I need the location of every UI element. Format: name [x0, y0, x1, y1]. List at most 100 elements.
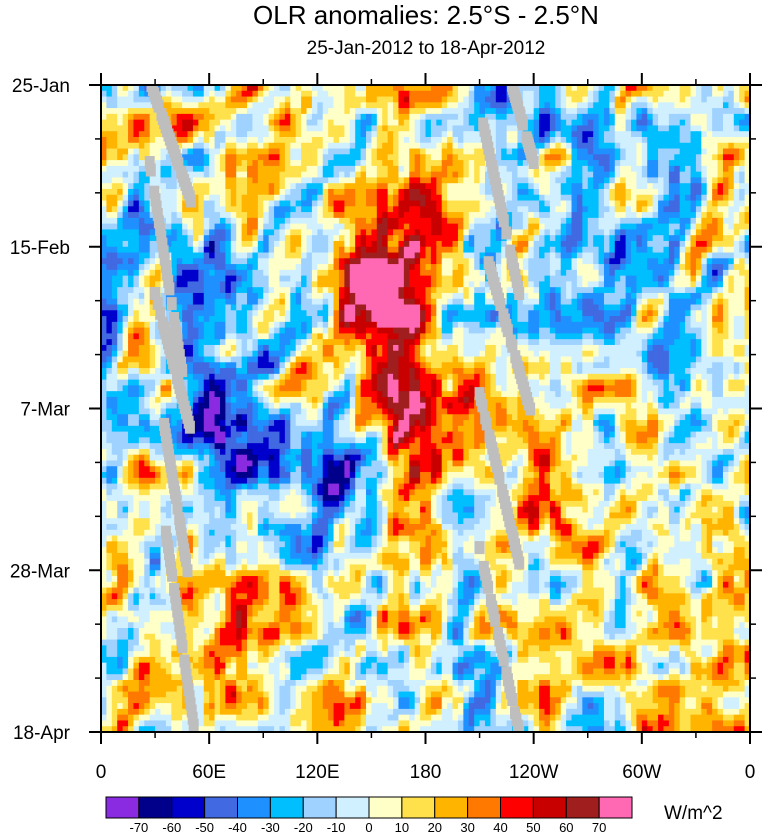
heat-cell [436, 235, 443, 242]
heat-cell [376, 136, 383, 144]
heat-cell [268, 154, 275, 161]
heat-cell [274, 142, 281, 150]
heat-cell [706, 298, 713, 306]
heat-cell [187, 217, 194, 225]
heat-cell [457, 316, 464, 323]
heat-cell [241, 113, 248, 121]
heat-cell [366, 321, 373, 329]
heat-cell [403, 281, 410, 288]
heat-cell [539, 160, 546, 167]
heat-cell [279, 183, 286, 190]
heat-cell [187, 281, 194, 288]
heat-cell [393, 177, 400, 184]
heat-cell [203, 258, 210, 265]
heat-cell [247, 108, 254, 115]
heat-cell [317, 217, 324, 225]
heat-cell [257, 264, 264, 271]
heat-cell [414, 171, 421, 179]
heat-cell [685, 96, 692, 103]
heat-cell [176, 304, 183, 311]
heat-cell [376, 165, 383, 173]
heat-cell [274, 188, 281, 196]
heat-cell [506, 183, 513, 190]
heat-cell [409, 223, 416, 231]
heat-cell [555, 212, 562, 219]
heat-cell [566, 281, 573, 288]
heat-cell [512, 148, 519, 155]
heat-cell [658, 281, 665, 288]
heat-cell [495, 125, 502, 132]
heat-cell [360, 136, 367, 144]
heat-cell [252, 177, 259, 184]
heat-cell [257, 321, 264, 329]
heat-cell [658, 240, 665, 248]
heat-cell [593, 269, 600, 277]
heat-cell [128, 177, 135, 184]
heat-cell [301, 200, 308, 207]
heat-cell [198, 171, 205, 179]
heat-cell [317, 229, 324, 236]
heat-cell [328, 131, 335, 138]
heat-cell [463, 223, 470, 231]
heat-cell [603, 108, 610, 115]
heat-cell [566, 246, 573, 254]
heat-cell [468, 287, 475, 294]
heat-cell [165, 223, 172, 231]
heat-cell [647, 165, 654, 173]
heat-cell [328, 194, 335, 202]
heat-cell [533, 96, 540, 103]
heat-cell [247, 258, 254, 265]
heat-cell [176, 310, 183, 317]
heat-cell [441, 287, 448, 294]
heat-cell [322, 96, 329, 103]
heat-cell [603, 252, 610, 259]
heat-cell [344, 304, 351, 311]
heat-cell [555, 96, 562, 103]
heat-cell [306, 154, 313, 161]
heat-cell [522, 252, 529, 259]
heat-cell [349, 252, 356, 259]
heat-cell [138, 85, 145, 92]
heat-cell [192, 304, 199, 311]
heat-cell [382, 188, 389, 196]
heat-cell [668, 136, 675, 144]
heat-cell [722, 125, 729, 132]
heat-cell [171, 119, 178, 127]
heat-cell [306, 264, 313, 271]
heat-cell [117, 136, 124, 144]
heat-cell [733, 142, 740, 150]
heat-cell [344, 235, 351, 242]
heat-cell [209, 240, 216, 248]
heat-cell [393, 108, 400, 115]
heat-cell [414, 275, 421, 283]
heat-cell [620, 252, 627, 259]
heat-cell [247, 298, 254, 306]
heat-cell [106, 160, 113, 167]
heat-cell [355, 292, 362, 300]
heat-cell [468, 165, 475, 173]
heat-cell [463, 165, 470, 173]
heat-cell [598, 258, 605, 265]
heat-cell [447, 287, 454, 294]
heat-cell [219, 212, 226, 219]
heat-cell [160, 90, 167, 98]
heat-cell [225, 102, 232, 109]
heat-cell [360, 160, 367, 167]
heat-cell [371, 310, 378, 317]
heat-cell [355, 165, 362, 173]
heat-cell [182, 217, 189, 225]
heat-cell [722, 85, 729, 92]
heat-cell [214, 188, 221, 196]
heat-cell [636, 194, 643, 202]
heat-cell [631, 206, 638, 213]
heat-cell [549, 177, 556, 184]
heat-cell [733, 275, 740, 283]
heat-cell [701, 287, 708, 294]
heat-cell [658, 275, 665, 283]
heat-cell [322, 177, 329, 184]
heat-cell [728, 217, 735, 225]
heat-cell [620, 275, 627, 283]
heat-cell [728, 287, 735, 294]
heat-cell [512, 229, 519, 236]
heat-cell [425, 304, 432, 311]
